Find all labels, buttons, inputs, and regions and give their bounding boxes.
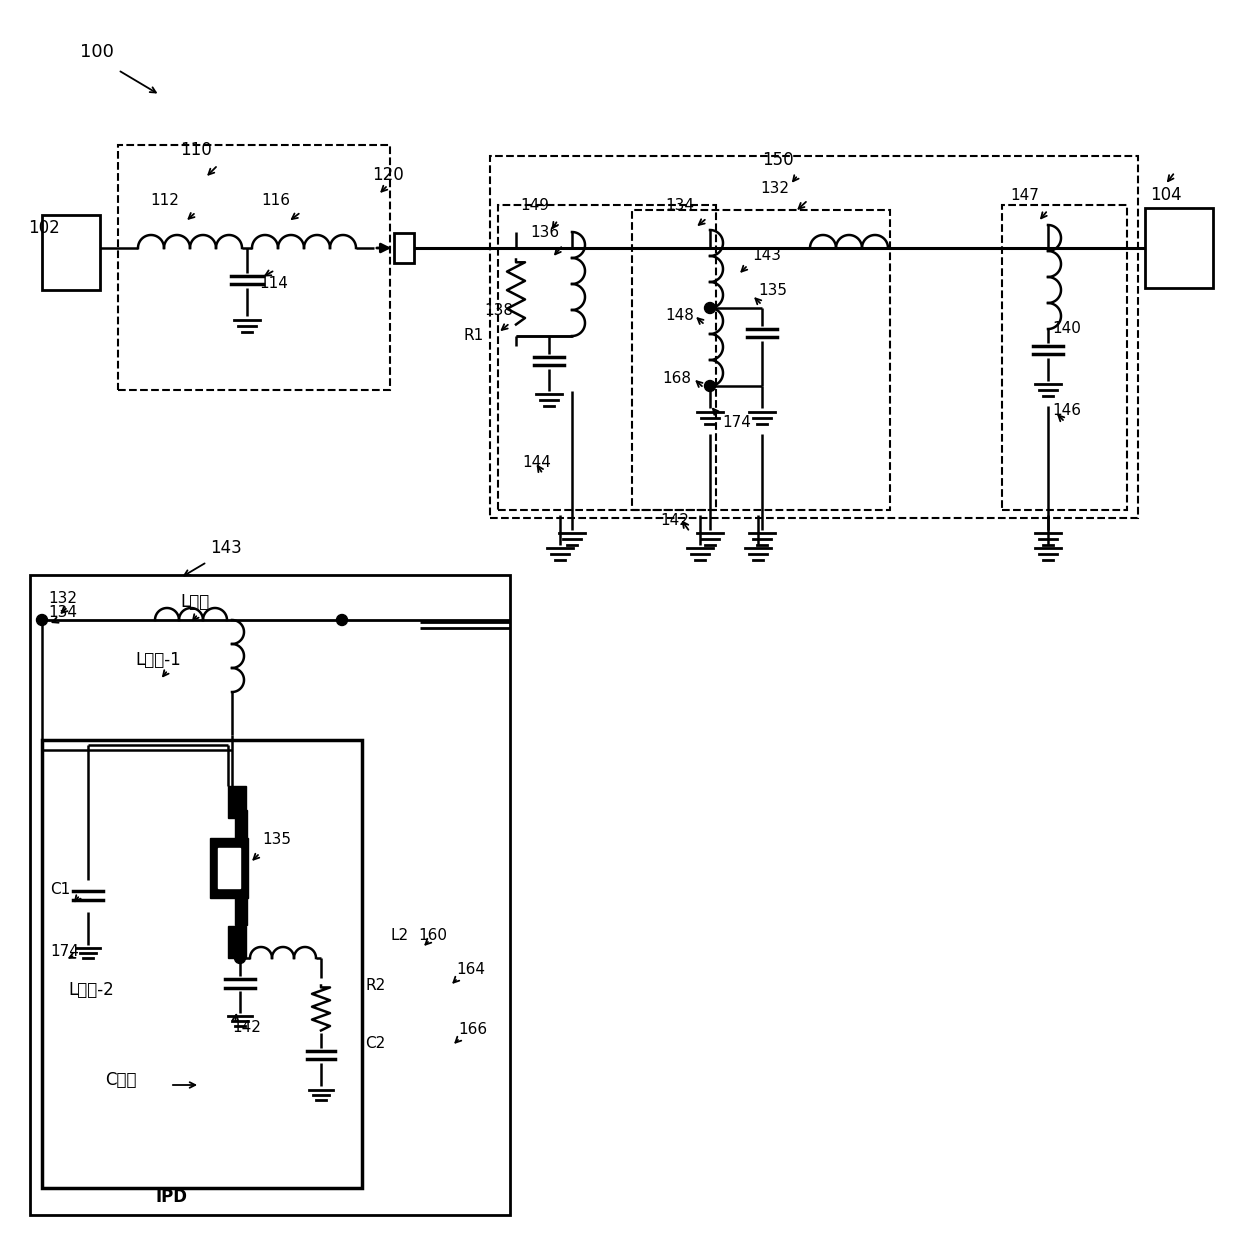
Text: IPD: IPD: [155, 1188, 187, 1206]
Text: 136: 136: [529, 224, 559, 239]
Text: 143: 143: [751, 248, 781, 262]
Bar: [394, 233, 414, 262]
Text: R2: R2: [365, 978, 386, 994]
Text: 142: 142: [660, 513, 689, 527]
Text: 104: 104: [1149, 186, 1182, 204]
Text: 132: 132: [48, 591, 77, 605]
Text: C2: C2: [365, 1035, 386, 1051]
Text: 102: 102: [29, 219, 60, 236]
Circle shape: [704, 302, 715, 313]
Circle shape: [336, 614, 347, 625]
Bar: [210, 838, 248, 898]
Text: 166: 166: [458, 1023, 487, 1037]
Text: 144: 144: [522, 454, 551, 469]
Text: 164: 164: [456, 962, 485, 978]
Text: 110: 110: [180, 141, 212, 158]
Bar: [228, 926, 246, 958]
Text: 138: 138: [484, 302, 513, 317]
Circle shape: [704, 380, 715, 391]
Bar: [228, 786, 246, 818]
Text: 112: 112: [150, 192, 179, 208]
Bar: [490, 156, 1138, 517]
Bar: [632, 210, 890, 510]
Circle shape: [36, 614, 47, 625]
Text: 120: 120: [372, 166, 404, 184]
Text: 135: 135: [262, 832, 291, 848]
Text: 174: 174: [50, 945, 79, 959]
Text: 146: 146: [1052, 402, 1081, 417]
Text: C1: C1: [50, 883, 71, 898]
Text: C并联: C并联: [105, 1071, 136, 1089]
Text: 116: 116: [260, 192, 290, 208]
Text: 135: 135: [758, 282, 787, 297]
Text: 134: 134: [48, 604, 77, 619]
Text: 160: 160: [418, 928, 446, 943]
Text: 134: 134: [665, 198, 694, 213]
Text: 100: 100: [81, 43, 114, 61]
Text: 143: 143: [210, 539, 242, 557]
Text: 114: 114: [259, 276, 288, 291]
Text: L并联-1: L并联-1: [135, 651, 181, 669]
Bar: [498, 206, 715, 510]
Text: 142: 142: [232, 1020, 260, 1035]
Text: 140: 140: [1052, 321, 1081, 335]
Text: 150: 150: [763, 151, 794, 170]
Text: 148: 148: [665, 307, 694, 323]
Bar: [1145, 208, 1213, 288]
Text: L2: L2: [391, 928, 408, 943]
Bar: [236, 810, 247, 925]
Text: 149: 149: [520, 198, 549, 213]
Circle shape: [234, 952, 246, 963]
Text: L并联-2: L并联-2: [68, 980, 114, 999]
Bar: [30, 574, 510, 1214]
Bar: [118, 145, 391, 390]
Text: 168: 168: [662, 370, 691, 385]
Text: R1: R1: [463, 328, 484, 343]
Bar: [1002, 206, 1127, 510]
Bar: [42, 215, 100, 290]
Text: 147: 147: [1011, 187, 1039, 203]
Text: L串联: L串联: [180, 593, 210, 612]
Text: 132: 132: [760, 181, 789, 196]
Bar: [218, 848, 241, 888]
Bar: [42, 740, 362, 1188]
Text: 174: 174: [722, 415, 751, 430]
